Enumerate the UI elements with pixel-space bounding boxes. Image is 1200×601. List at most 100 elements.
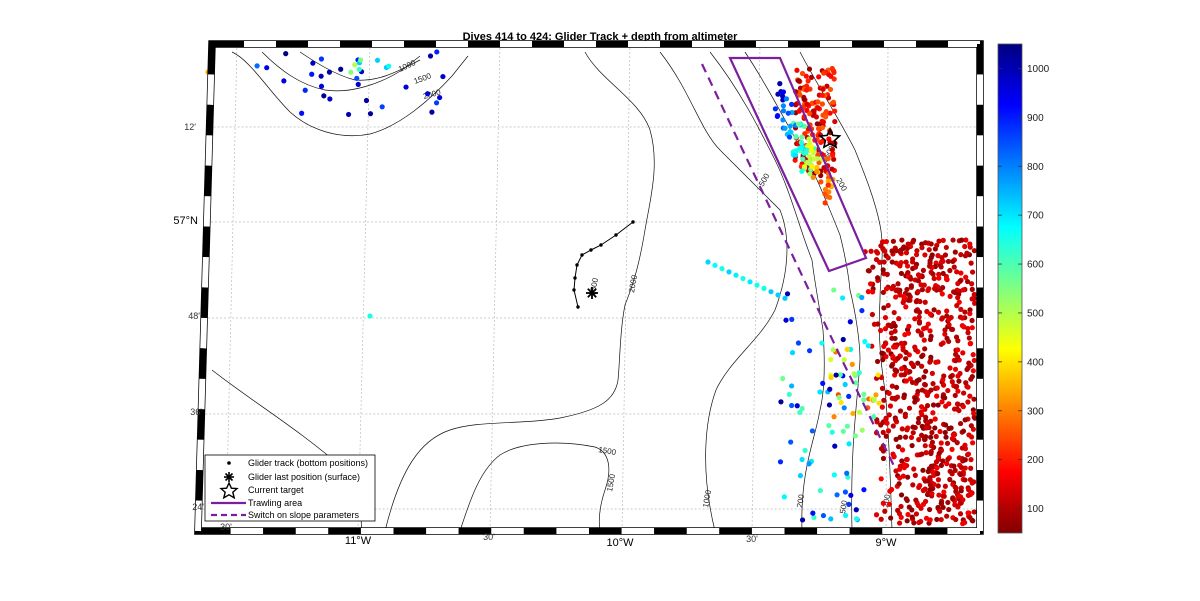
depth-point xyxy=(964,278,971,285)
depth-point xyxy=(879,350,885,356)
depth-point xyxy=(861,397,867,403)
depth-contour xyxy=(459,442,610,532)
depth-point xyxy=(916,314,922,320)
glider-track-dot xyxy=(599,243,603,247)
depth-point xyxy=(850,410,856,417)
depth-point xyxy=(941,489,947,495)
depth-point xyxy=(970,368,976,374)
depth-point xyxy=(947,293,953,300)
depth-contour xyxy=(709,51,825,532)
depth-point xyxy=(846,501,852,507)
colorbar-gradient xyxy=(997,43,1023,534)
depth-point xyxy=(949,379,955,385)
glider-track-dot xyxy=(589,248,593,252)
depth-point xyxy=(809,428,815,434)
depth-point xyxy=(879,385,886,392)
meridian-line xyxy=(751,43,761,532)
depth-point xyxy=(934,242,940,248)
depth-point xyxy=(912,395,918,402)
depth-point xyxy=(892,328,898,334)
depth-point xyxy=(966,360,972,366)
depth-point xyxy=(901,372,907,378)
border-segment xyxy=(196,439,204,471)
depth-point xyxy=(938,341,944,347)
depth-point xyxy=(896,316,902,322)
depth-contour xyxy=(261,51,421,92)
depth-point xyxy=(890,238,897,244)
depth-point xyxy=(829,429,835,435)
depth-point xyxy=(939,315,946,321)
depth-point xyxy=(929,491,935,497)
depth-point xyxy=(946,322,952,328)
legend-label-trawl: Trawling area xyxy=(248,498,302,508)
depth-point xyxy=(780,108,787,114)
legend-label-target: Current target xyxy=(248,485,304,495)
depth-point xyxy=(965,451,972,457)
depth-point xyxy=(892,367,898,373)
depth-point xyxy=(877,327,884,334)
depth-point xyxy=(968,376,974,382)
depth-point xyxy=(958,252,964,258)
depth-point xyxy=(962,309,968,315)
depth-point xyxy=(811,108,817,114)
depth-point xyxy=(859,294,865,301)
depth-point xyxy=(909,442,915,449)
altimeter-depth-points xyxy=(205,49,978,527)
depth-point xyxy=(820,86,826,92)
depth-point xyxy=(878,476,884,482)
depth-point xyxy=(892,323,898,329)
depth-point xyxy=(882,326,889,332)
depth-point xyxy=(780,103,787,109)
depth-point xyxy=(953,334,960,340)
depth-point xyxy=(768,289,774,295)
depth-point xyxy=(859,427,865,433)
depth-point xyxy=(952,467,958,473)
depth-point xyxy=(778,399,784,405)
depth-point xyxy=(780,117,786,123)
depth-point xyxy=(819,92,825,98)
depth-point xyxy=(952,484,958,490)
depth-point xyxy=(943,434,949,440)
depth-point xyxy=(913,308,919,314)
depth-point xyxy=(842,489,849,495)
depth-point xyxy=(920,267,927,274)
depth-point xyxy=(950,237,956,243)
depth-point xyxy=(924,403,931,409)
depth-point xyxy=(881,305,887,311)
depth-point xyxy=(803,73,809,79)
depth-point xyxy=(923,368,929,374)
depth-point xyxy=(822,186,829,193)
depth-point xyxy=(947,365,953,371)
depth-point xyxy=(913,252,920,258)
glider-track-dot xyxy=(631,220,635,224)
depth-point xyxy=(927,517,933,523)
depth-point xyxy=(958,306,964,312)
depth-point xyxy=(788,101,795,107)
depth-point xyxy=(309,71,315,77)
glider-track-dot-icon xyxy=(227,461,231,465)
depth-point xyxy=(878,516,884,522)
depth-point xyxy=(890,423,896,429)
depth-point xyxy=(871,321,878,327)
depth-point xyxy=(898,247,904,253)
depth-point xyxy=(889,363,895,369)
depth-point xyxy=(898,340,904,346)
depth-point xyxy=(775,292,781,298)
depth-point xyxy=(819,340,825,346)
colorbar-tick-label: 500 xyxy=(1027,308,1044,319)
depth-point xyxy=(823,113,829,119)
depth-point xyxy=(944,513,950,519)
border-segment xyxy=(206,104,214,136)
border-segment xyxy=(203,196,211,227)
depth-point xyxy=(299,110,305,116)
depth-point xyxy=(837,372,843,378)
depth-point xyxy=(962,477,968,483)
depth-point xyxy=(789,350,796,356)
depth-point xyxy=(931,275,937,282)
depth-point xyxy=(822,200,828,206)
depth-point xyxy=(783,96,790,102)
depth-point xyxy=(897,466,903,472)
depth-point xyxy=(427,53,434,59)
lat-label-57N: 57°N xyxy=(173,215,198,227)
depth-point xyxy=(944,461,950,467)
